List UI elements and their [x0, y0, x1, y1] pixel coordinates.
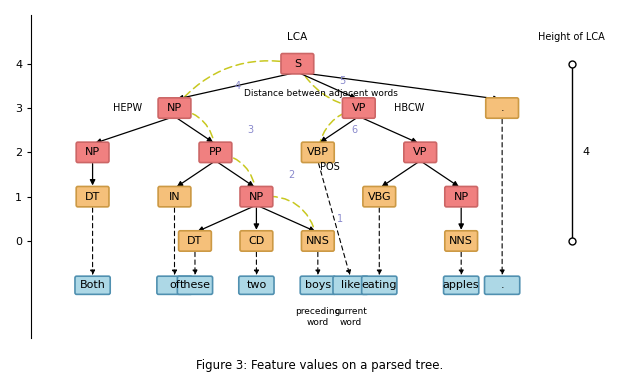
- Text: VP: VP: [413, 147, 428, 157]
- Text: 5: 5: [339, 76, 346, 86]
- Text: 3: 3: [247, 125, 253, 135]
- Text: VBP: VBP: [307, 147, 329, 157]
- Text: Both: Both: [79, 280, 106, 290]
- Text: 1: 1: [337, 214, 344, 224]
- Text: Distance between adjacent words: Distance between adjacent words: [244, 89, 398, 98]
- FancyBboxPatch shape: [158, 98, 191, 118]
- Text: 4: 4: [235, 81, 241, 91]
- Text: NNS: NNS: [449, 236, 473, 246]
- FancyBboxPatch shape: [301, 142, 334, 162]
- FancyBboxPatch shape: [444, 276, 479, 294]
- Text: IN: IN: [169, 192, 180, 202]
- Text: PP: PP: [209, 147, 222, 157]
- Text: VP: VP: [351, 103, 366, 113]
- FancyBboxPatch shape: [75, 276, 110, 294]
- Text: .: .: [500, 280, 504, 290]
- FancyBboxPatch shape: [445, 231, 477, 251]
- Text: 4: 4: [582, 147, 589, 157]
- Text: NP: NP: [167, 103, 182, 113]
- Text: these: these: [179, 280, 211, 290]
- Text: NP: NP: [249, 192, 264, 202]
- FancyBboxPatch shape: [404, 142, 436, 162]
- Text: eating: eating: [362, 280, 397, 290]
- Text: current
word: current word: [334, 308, 367, 327]
- Text: apples: apples: [443, 280, 479, 290]
- FancyBboxPatch shape: [333, 276, 368, 294]
- Text: HEPW: HEPW: [113, 103, 141, 113]
- FancyBboxPatch shape: [362, 276, 397, 294]
- FancyBboxPatch shape: [157, 276, 192, 294]
- FancyBboxPatch shape: [363, 186, 396, 207]
- Text: preceding
word: preceding word: [295, 308, 340, 327]
- Text: DT: DT: [85, 192, 100, 202]
- Text: of: of: [169, 280, 180, 290]
- Text: CD: CD: [248, 236, 264, 246]
- Text: NP: NP: [454, 192, 468, 202]
- FancyBboxPatch shape: [300, 276, 335, 294]
- Text: VBG: VBG: [367, 192, 391, 202]
- Text: POS: POS: [320, 162, 340, 171]
- FancyBboxPatch shape: [179, 231, 211, 251]
- FancyBboxPatch shape: [486, 98, 518, 118]
- FancyBboxPatch shape: [76, 186, 109, 207]
- Text: HBCW: HBCW: [394, 103, 424, 113]
- Text: LCA: LCA: [287, 32, 307, 42]
- Text: 2: 2: [288, 170, 294, 179]
- Text: .: .: [500, 103, 504, 113]
- FancyBboxPatch shape: [445, 186, 477, 207]
- FancyBboxPatch shape: [240, 186, 273, 207]
- FancyBboxPatch shape: [239, 276, 274, 294]
- Text: boys: boys: [305, 280, 331, 290]
- FancyBboxPatch shape: [199, 142, 232, 162]
- FancyBboxPatch shape: [240, 231, 273, 251]
- Text: NNS: NNS: [306, 236, 330, 246]
- FancyBboxPatch shape: [484, 276, 520, 294]
- FancyBboxPatch shape: [177, 276, 212, 294]
- FancyBboxPatch shape: [158, 186, 191, 207]
- Text: DT: DT: [188, 236, 203, 246]
- FancyBboxPatch shape: [76, 142, 109, 162]
- Text: S: S: [294, 59, 301, 69]
- Text: two: two: [246, 280, 266, 290]
- FancyBboxPatch shape: [342, 98, 375, 118]
- Text: Height of LCA: Height of LCA: [538, 32, 605, 42]
- Text: NP: NP: [85, 147, 100, 157]
- Text: Figure 3: Feature values on a parsed tree.: Figure 3: Feature values on a parsed tre…: [196, 359, 444, 372]
- Text: 6: 6: [351, 125, 358, 135]
- FancyBboxPatch shape: [281, 53, 314, 74]
- Text: like: like: [341, 280, 360, 290]
- FancyBboxPatch shape: [301, 231, 334, 251]
